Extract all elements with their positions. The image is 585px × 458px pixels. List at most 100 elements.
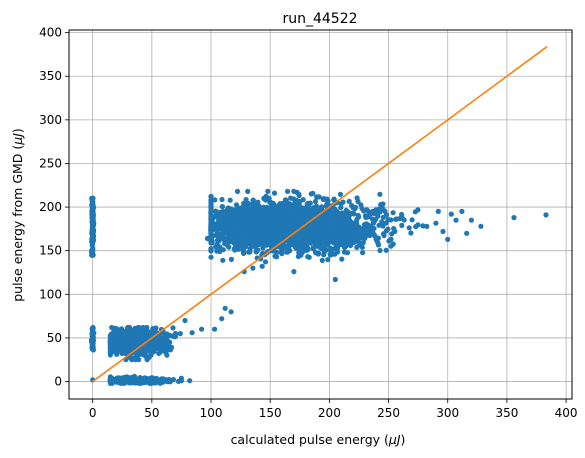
data-point <box>338 226 344 232</box>
data-point <box>219 316 225 322</box>
data-point <box>433 220 439 226</box>
data-point <box>131 341 137 347</box>
data-point <box>321 247 328 253</box>
data-point <box>293 218 299 224</box>
data-point <box>212 197 218 203</box>
data-point <box>199 326 205 332</box>
chart-title: run_44522 <box>282 11 357 27</box>
data-point <box>346 198 352 204</box>
data-point <box>360 250 366 256</box>
data-point <box>337 232 343 238</box>
data-point <box>177 331 183 337</box>
data-point <box>327 252 334 258</box>
data-point <box>378 202 384 208</box>
data-point <box>240 247 246 253</box>
data-point <box>220 247 226 253</box>
data-point <box>352 206 358 212</box>
data-point <box>290 209 296 215</box>
data-point <box>155 345 161 351</box>
data-point <box>250 197 256 203</box>
data-point <box>329 239 335 245</box>
data-point <box>130 355 136 362</box>
x-tick-label: 400 <box>555 406 578 420</box>
data-point <box>217 225 223 231</box>
data-point <box>253 204 259 211</box>
data-point <box>263 211 269 217</box>
y-tick-label: 400 <box>39 26 62 40</box>
data-point <box>279 251 285 257</box>
data-point <box>267 199 273 205</box>
data-point <box>350 210 357 216</box>
data-point <box>227 239 233 245</box>
data-point <box>370 220 376 226</box>
data-point <box>164 352 170 358</box>
data-point <box>141 345 147 351</box>
data-point <box>289 221 295 227</box>
data-point <box>291 269 297 275</box>
data-point <box>459 208 465 214</box>
data-point <box>354 220 360 226</box>
data-point <box>445 236 451 242</box>
data-point <box>332 229 339 235</box>
data-point <box>147 345 154 351</box>
data-point <box>397 215 403 222</box>
data-point <box>269 231 275 237</box>
data-point <box>242 243 248 249</box>
data-point <box>325 257 331 263</box>
data-point <box>409 217 415 223</box>
data-point <box>356 214 362 220</box>
data-point <box>148 352 154 358</box>
y-tick-label: 100 <box>39 287 62 301</box>
data-point <box>114 351 120 357</box>
data-point <box>208 254 214 260</box>
data-point <box>478 223 484 229</box>
data-point <box>291 188 297 194</box>
data-point <box>136 357 142 363</box>
data-point <box>257 241 263 247</box>
data-point <box>293 232 299 238</box>
data-point <box>321 252 327 258</box>
x-axis-label: calculated pulse energy (μJ) <box>231 432 406 447</box>
data-point <box>332 276 338 283</box>
data-point <box>300 232 306 239</box>
data-point <box>331 224 337 230</box>
data-point <box>361 208 367 214</box>
data-point <box>214 210 220 216</box>
y-tick-label: 300 <box>39 113 62 127</box>
x-axis-ticks: 0 50 100 150 200 250 300 350 400 <box>89 399 578 420</box>
data-point <box>146 376 152 382</box>
data-point <box>208 204 214 210</box>
data-point <box>90 218 96 225</box>
data-points <box>88 188 549 386</box>
data-point <box>296 250 302 256</box>
data-point <box>303 226 309 232</box>
data-point <box>299 217 305 223</box>
data-point <box>152 380 158 386</box>
data-point <box>208 247 214 253</box>
data-point <box>89 339 95 345</box>
data-point <box>316 194 322 200</box>
data-point <box>157 349 163 355</box>
data-point <box>123 350 129 356</box>
data-point <box>118 343 124 349</box>
data-point <box>390 210 396 216</box>
data-point <box>380 206 386 212</box>
data-point <box>349 226 356 232</box>
data-point <box>377 191 383 197</box>
data-point <box>285 188 291 194</box>
data-point <box>337 191 343 197</box>
data-point <box>90 201 96 207</box>
data-point <box>310 246 316 252</box>
data-point <box>448 211 454 217</box>
data-point <box>151 327 157 333</box>
data-point <box>208 216 214 222</box>
data-point <box>344 226 350 232</box>
data-point <box>212 326 218 332</box>
data-point <box>326 228 332 234</box>
data-point <box>354 195 360 201</box>
data-point <box>355 235 362 241</box>
y-tick-label: 150 <box>39 244 62 258</box>
data-point <box>235 214 241 220</box>
fit-line-group <box>92 45 548 383</box>
data-point <box>289 217 295 223</box>
